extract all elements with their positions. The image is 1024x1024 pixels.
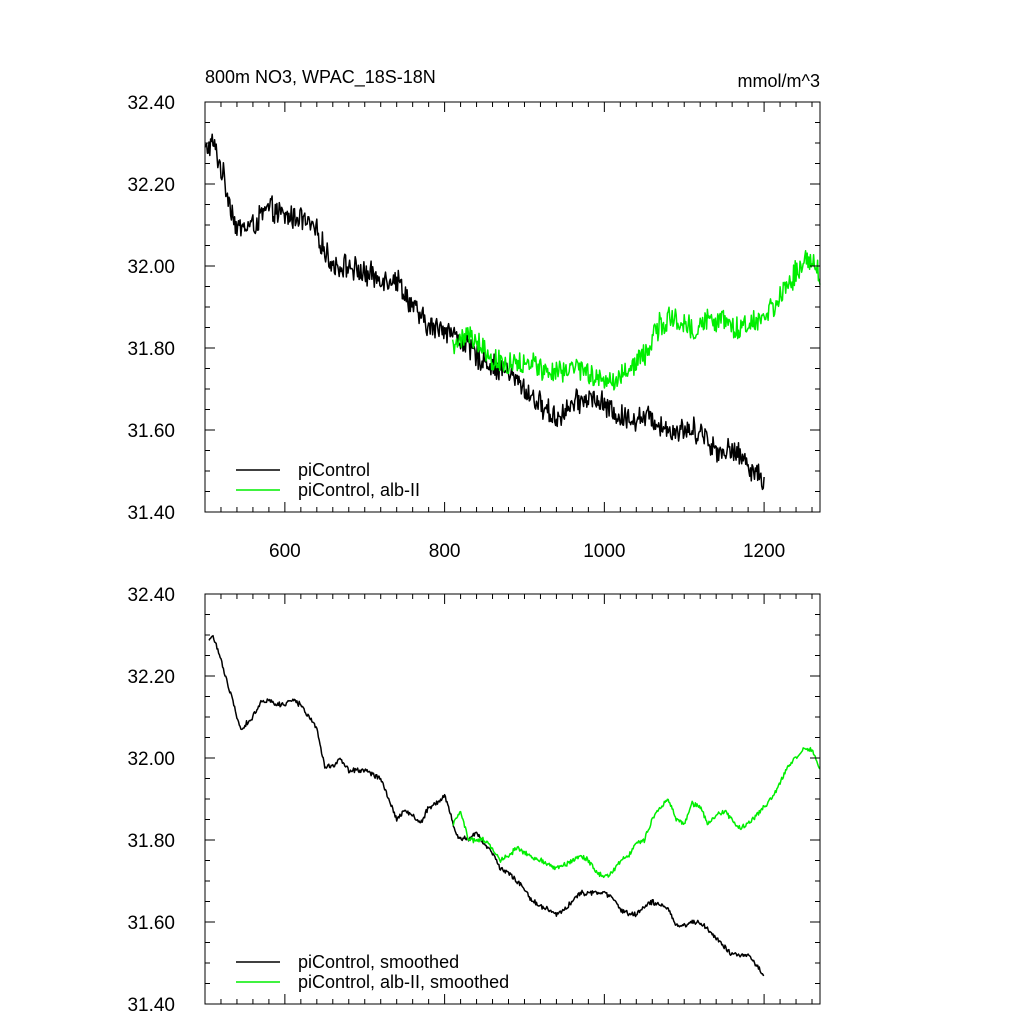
y-tick-label: 31.60 bbox=[127, 913, 175, 934]
y-tick-label: 31.40 bbox=[127, 503, 175, 524]
y-tick-label: 32.20 bbox=[127, 667, 175, 688]
y-tick-label: 32.00 bbox=[127, 749, 175, 770]
y-tick-label: 31.60 bbox=[127, 421, 175, 442]
y-tick-label: 31.80 bbox=[127, 831, 175, 852]
series-line-top-piControl bbox=[204, 133, 765, 491]
x-tick-label: 1200 bbox=[743, 541, 785, 562]
figure-title: 800m NO3, WPAC_18S-18N bbox=[205, 67, 436, 88]
series-line-bottom-alb-II bbox=[452, 746, 821, 879]
series-line-top-alb-II bbox=[451, 249, 821, 391]
plot-frame bbox=[204, 593, 821, 1005]
top-panel: 31.40 31.60 31.80 32.00 32.20 32.40 600 800 1000… bbox=[127, 93, 821, 562]
series-line-bottom-piControl bbox=[208, 634, 765, 977]
bottom-panel: 31.40 31.60 31.80 32.00 32.20 32.40 piControl,… bbox=[127, 585, 821, 1016]
y-tick-label: 32.40 bbox=[127, 585, 175, 606]
x-tick-label: 800 bbox=[429, 541, 461, 562]
units-label: mmol/m^3 bbox=[738, 71, 820, 91]
y-tick-label: 32.00 bbox=[127, 257, 175, 278]
legend-label: piControl bbox=[298, 460, 370, 480]
y-tick-label: 31.40 bbox=[127, 995, 175, 1016]
y-tick-label: 31.80 bbox=[127, 339, 175, 360]
x-tick-label: 600 bbox=[269, 541, 301, 562]
legend-label: piControl, alb-II bbox=[298, 480, 420, 500]
y-tick-label: 32.40 bbox=[127, 93, 175, 114]
legend-label: piControl, alb-II, smoothed bbox=[298, 972, 509, 992]
y-tick-label: 32.20 bbox=[127, 175, 175, 196]
legend-label: piControl, smoothed bbox=[298, 952, 459, 972]
x-tick-label: 1000 bbox=[583, 541, 625, 562]
